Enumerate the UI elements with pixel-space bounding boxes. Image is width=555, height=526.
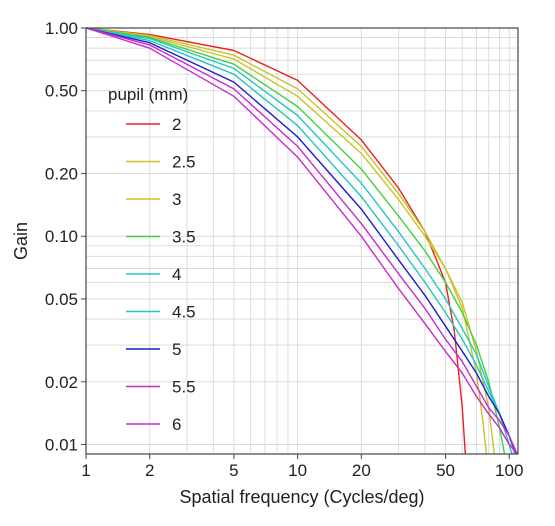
- series-line-2-5: [85, 27, 488, 455]
- tick-labels: 1 2 5 10 20 50 100 0.01 0.02 0.05 0.10 0.20 0.50 1.00: [45, 19, 524, 480]
- y-tick-label: 0.10: [45, 227, 78, 246]
- legend-label: 3: [172, 190, 181, 209]
- legend-label: 2.5: [172, 153, 196, 172]
- y-tick-label: 1.00: [45, 19, 78, 38]
- y-axis-label: Gain: [11, 222, 31, 260]
- series-line-5-5: [85, 27, 518, 455]
- x-tick-label: 20: [352, 461, 371, 480]
- x-tick-label: 5: [229, 461, 238, 480]
- y-tick-label: 0.01: [45, 435, 78, 454]
- legend-label: 5: [172, 340, 181, 359]
- x-tick-label: 10: [288, 461, 307, 480]
- series-line-6: [85, 27, 519, 455]
- y-tick-label: 0.05: [45, 290, 78, 309]
- x-tick-label: 2: [145, 461, 154, 480]
- x-tick-label: 1: [81, 461, 90, 480]
- series-line-5: [85, 27, 517, 455]
- legend-label: 4: [172, 265, 181, 284]
- x-tick-label: 100: [495, 461, 523, 480]
- plot-frame: [85, 27, 519, 455]
- legend-label: 2: [172, 115, 181, 134]
- legend: pupil (mm) 2 2.5 3 3.5 4 4.5 5 5.5 6: [108, 85, 196, 434]
- series-line-3-5: [85, 27, 506, 455]
- legend-label: 5.5: [172, 378, 196, 397]
- series-lines: [85, 27, 519, 455]
- y-tick-label: 0.20: [45, 165, 78, 184]
- y-tick-label: 0.50: [45, 82, 78, 101]
- x-axis-label: Spatial frequency (Cycles/deg): [179, 487, 424, 507]
- y-tick-label: 0.02: [45, 373, 78, 392]
- legend-title: pupil (mm): [108, 85, 188, 104]
- legend-label: 3.5: [172, 228, 196, 247]
- legend-label: 4.5: [172, 303, 196, 322]
- x-tick-label: 50: [436, 461, 455, 480]
- series-line-2: [85, 27, 466, 455]
- legend-label: 6: [172, 415, 181, 434]
